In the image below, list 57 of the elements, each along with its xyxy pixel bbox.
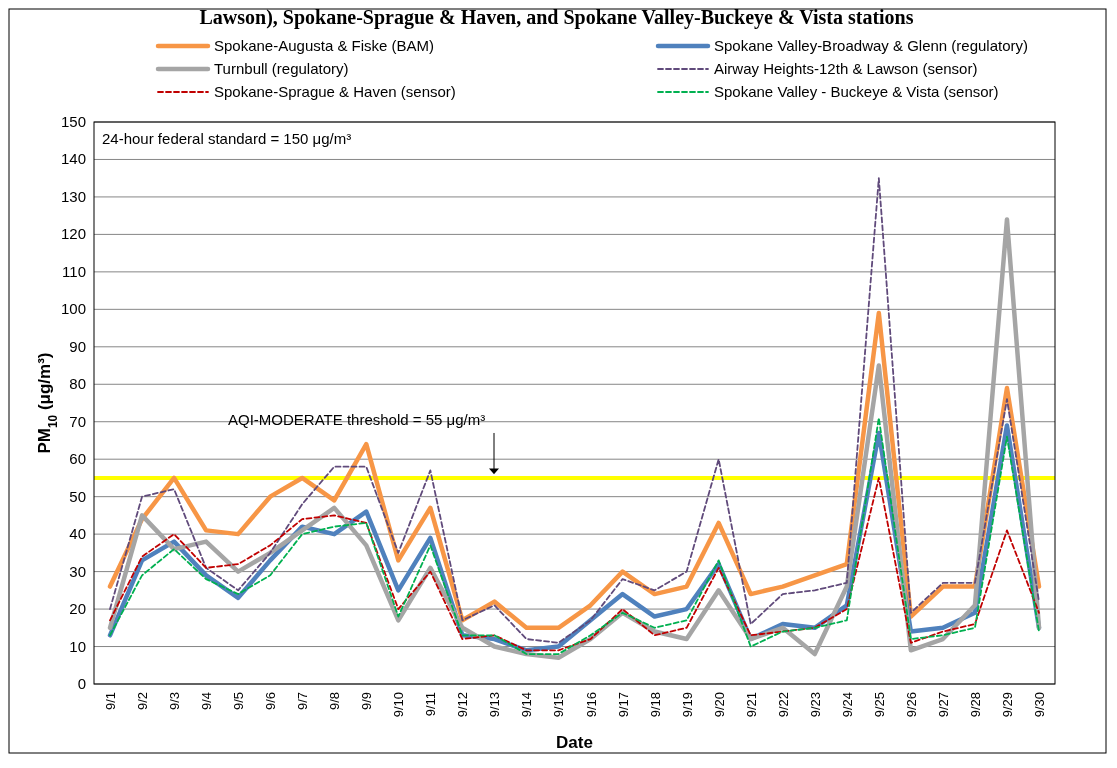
y-tick-label: 120	[60, 225, 86, 243]
x-tick-label: 9/2	[135, 692, 151, 711]
ref-line-label: AQI-MODERATE threshold = 55 μg/m³	[228, 411, 486, 429]
x-tick-label: 9/11	[423, 692, 439, 717]
x-tick-label: 9/17	[615, 692, 631, 718]
x-tick-label: 9/1	[103, 692, 118, 711]
x-tick-label: 9/14	[519, 692, 535, 718]
x-tick-label: 9/3	[167, 692, 183, 711]
y-tick-label: 40	[69, 525, 86, 543]
x-tick-label: 9/13	[487, 692, 503, 718]
legend-label: Turnbull (regulatory)	[214, 60, 349, 77]
x-tick-label: 9/9	[359, 692, 375, 711]
x-tick-label: 9/5	[231, 692, 247, 711]
x-tick-label: 9/25	[871, 692, 887, 718]
x-tick-label: 9/22	[775, 692, 791, 718]
y-tick-label: 100	[60, 300, 86, 318]
y-tick-label: 90	[69, 337, 86, 355]
line-series	[109, 477, 1040, 652]
y-tick-label: 150	[60, 113, 86, 130]
x-axis-title: Date	[556, 733, 593, 752]
x-tick-label: 9/21	[743, 692, 759, 718]
y-tick-label: 140	[60, 150, 86, 168]
x-tick-label: 9/30	[1032, 692, 1047, 718]
x-tick-label: 9/20	[711, 692, 727, 718]
y-tick-label: 10	[69, 637, 86, 655]
y-tick-label: 110	[62, 262, 86, 280]
y-tick-label: 60	[69, 450, 86, 468]
x-tick-label: 9/16	[583, 692, 599, 718]
x-tick-label: 9/23	[807, 692, 823, 718]
y-tick-label: 30	[69, 562, 86, 580]
x-tick-label: 9/18	[647, 692, 663, 718]
y-tick-label: 80	[69, 375, 86, 393]
y-tick-label: 0	[77, 675, 86, 692]
x-tick-label: 9/28	[967, 692, 983, 718]
y-tick-label: 130	[60, 187, 86, 205]
x-tick-label: 9/4	[199, 692, 215, 711]
x-tick-label: 9/29	[999, 692, 1015, 718]
x-tick-label: 9/24	[839, 692, 855, 718]
y-tick-label: 50	[69, 487, 86, 505]
legend-label: Spokane Valley - Buckeye & Vista (sensor)	[714, 83, 999, 100]
legend-label: Spokane Valley-Broadway & Glenn (regulatory)	[714, 37, 1029, 54]
annotation: 24-hour federal standard = 150 μg/m³	[102, 130, 352, 147]
x-tick-label: 9/26	[903, 692, 919, 718]
y-tick-label: 20	[69, 600, 86, 618]
x-tick-label: 9/15	[551, 692, 567, 718]
x-tick-label: 9/19	[679, 692, 695, 718]
legend-label: Spokane-Sprague & Haven (sensor)	[214, 83, 456, 100]
chart-title: Lawson), Spokane-Sprague & Haven, and Spokane Valley-Buckeye & Vista stations	[199, 6, 914, 30]
y-tick-label: 70	[69, 412, 86, 430]
x-tick-label: 9/8	[327, 692, 343, 711]
legend-label: Airway Heights-12th & Lawson (sensor)	[714, 60, 978, 77]
x-tick-label: 9/6	[263, 692, 279, 711]
x-tick-label: 9/12	[455, 692, 471, 718]
legend-label: Spokane-Augusta & Fiske (BAM)	[214, 37, 435, 54]
x-tick-label: 9/27	[935, 692, 951, 718]
x-tick-label: 9/10	[391, 692, 407, 718]
x-tick-label: 9/7	[295, 692, 311, 711]
